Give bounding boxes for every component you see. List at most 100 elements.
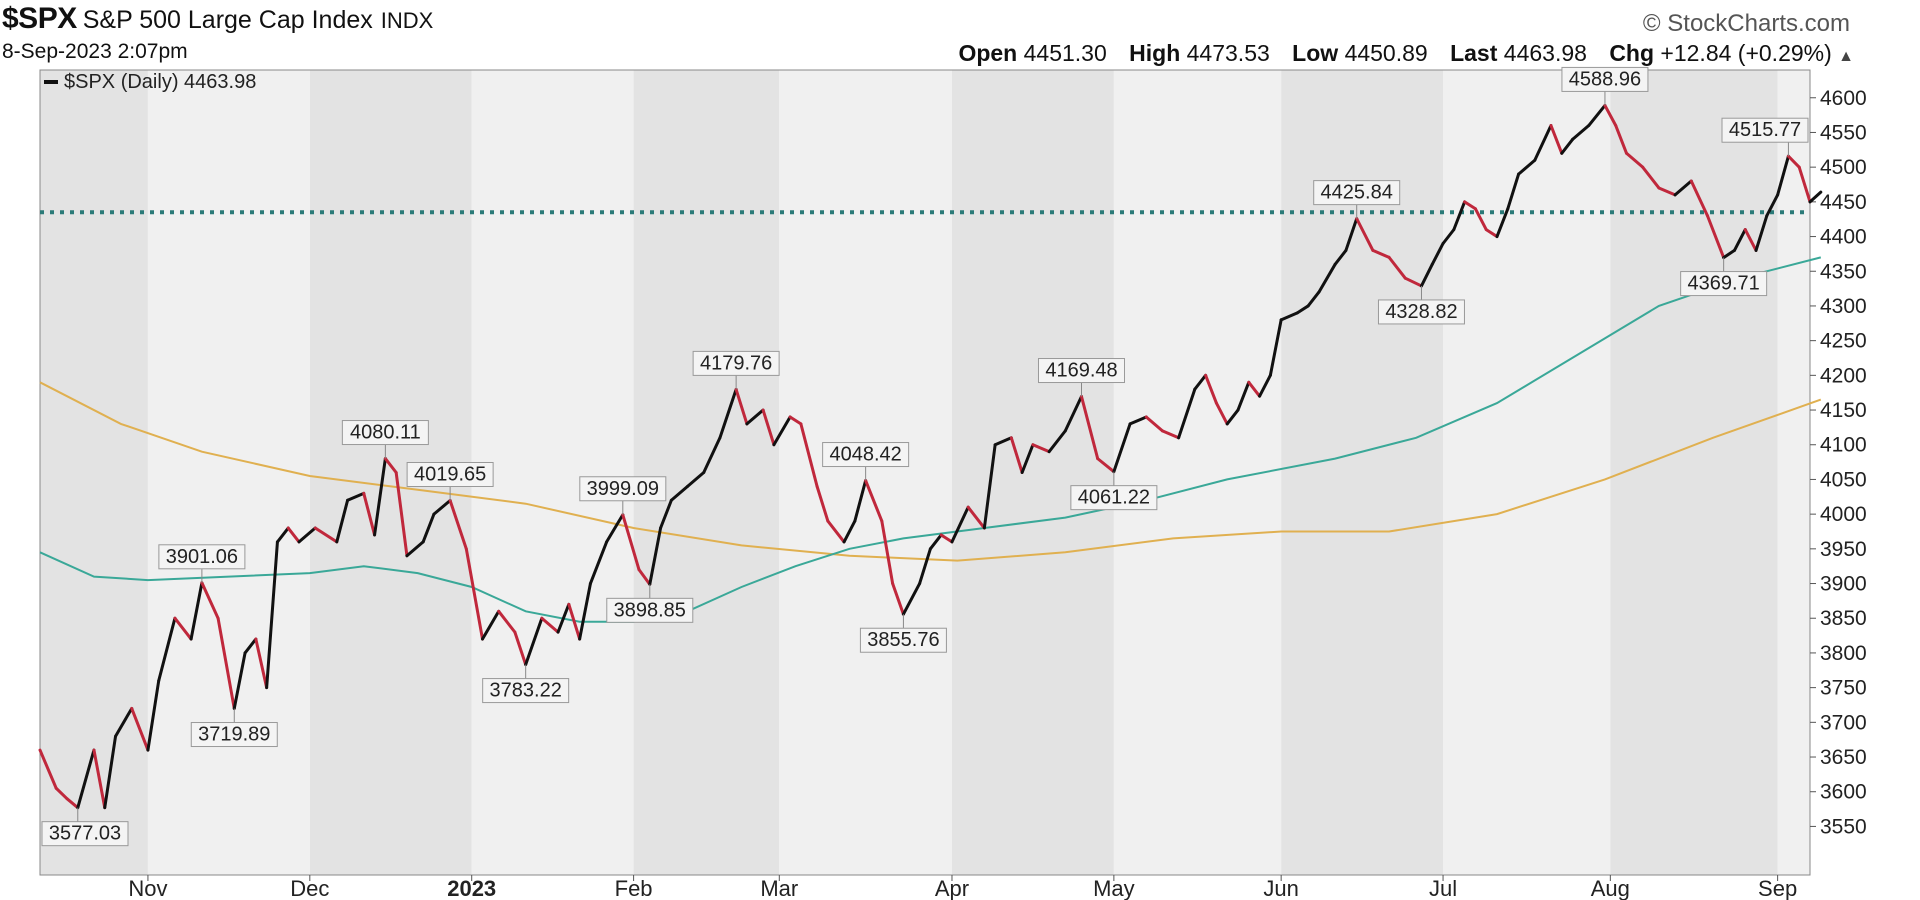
label-box bbox=[579, 476, 667, 502]
peak-trough-label: 3783.22 bbox=[482, 664, 570, 704]
price-segment bbox=[1047, 429, 1067, 454]
price-segment bbox=[1754, 214, 1769, 252]
y-tick-label: 4400 bbox=[1820, 226, 1867, 249]
price-segment bbox=[373, 457, 387, 537]
price-segment bbox=[1603, 103, 1618, 128]
price-segment bbox=[1295, 304, 1310, 315]
label-text: 4179.76 bbox=[700, 352, 772, 374]
peak-trough-label: 4425.84 bbox=[1313, 180, 1401, 219]
peak-trough-label: 4515.77 bbox=[1721, 117, 1809, 157]
price-segment bbox=[464, 547, 484, 641]
price-segment bbox=[524, 616, 544, 667]
high-label: High bbox=[1129, 40, 1181, 66]
price-segment bbox=[1786, 154, 1801, 169]
quote-bar: Open 4451.30 High 4473.53 Low 4450.89 La… bbox=[958, 40, 1854, 67]
price-segment bbox=[853, 479, 868, 523]
label-text: 3898.85 bbox=[614, 599, 686, 621]
price-segment bbox=[1641, 165, 1661, 190]
price-segment bbox=[254, 637, 269, 690]
month-band bbox=[1777, 70, 1810, 875]
low-value: 4450.89 bbox=[1344, 40, 1428, 66]
chg-label: Chg bbox=[1609, 40, 1655, 66]
y-tick-label: 3600 bbox=[1820, 781, 1867, 804]
y-tick-label: 3800 bbox=[1820, 642, 1867, 665]
month-band bbox=[147, 70, 310, 875]
timestamp: 8-Sep-2023 2:07pm bbox=[2, 40, 188, 63]
price-segment bbox=[928, 533, 943, 551]
label-box bbox=[1680, 271, 1768, 297]
y-tick-label: 4050 bbox=[1820, 468, 1867, 491]
price-segment bbox=[1096, 457, 1116, 474]
price-segment bbox=[1128, 415, 1148, 426]
price-segment bbox=[130, 706, 150, 752]
x-tick-label: Feb bbox=[615, 876, 653, 900]
price-segment bbox=[1722, 248, 1736, 260]
price-segment bbox=[1587, 103, 1607, 128]
peak-trough-label: 4048.42 bbox=[822, 442, 910, 481]
price-segment bbox=[1517, 158, 1537, 176]
price-segment bbox=[1673, 179, 1693, 197]
price-segment bbox=[901, 582, 922, 616]
price-segment bbox=[1743, 228, 1758, 252]
month-band bbox=[40, 70, 148, 875]
y-tick-label: 4550 bbox=[1820, 121, 1867, 144]
price-segment bbox=[362, 491, 377, 537]
ma-long-line bbox=[39, 381, 1822, 562]
y-tick-label: 4000 bbox=[1820, 503, 1867, 526]
price-segment bbox=[815, 484, 830, 523]
peak-trough-label: 4328.82 bbox=[1377, 285, 1465, 325]
peak-trough-label: 4369.71 bbox=[1680, 257, 1768, 297]
price-segment bbox=[1765, 193, 1780, 218]
price-segment bbox=[1112, 422, 1132, 474]
price-segment bbox=[637, 568, 652, 586]
price-segment bbox=[1258, 373, 1272, 398]
x-tick-label: Aug bbox=[1591, 876, 1630, 900]
label-text: 4048.42 bbox=[829, 444, 901, 466]
price-segment bbox=[826, 519, 846, 544]
price-segment bbox=[216, 616, 236, 711]
price-segment bbox=[232, 651, 247, 711]
price-segment bbox=[718, 387, 738, 440]
price-segment bbox=[1333, 248, 1348, 266]
price-segment bbox=[243, 637, 258, 655]
x-tick-label: 2023 bbox=[447, 876, 496, 900]
y-axis: 3550 3600 3650 3700 3750 3800 3850 3900 3950 4000… bbox=[1810, 87, 1867, 838]
price-segment bbox=[394, 471, 409, 558]
price-segment bbox=[799, 422, 819, 488]
price-segment bbox=[1031, 443, 1051, 454]
peak-trough-label: 4588.96 bbox=[1561, 66, 1649, 106]
price-segment bbox=[1371, 248, 1391, 259]
price-segment bbox=[54, 786, 69, 801]
peak-trough-label: 4019.65 bbox=[406, 462, 494, 501]
symbol: $SPX bbox=[2, 2, 77, 35]
brand-label[interactable]: © StockCharts.com bbox=[1642, 10, 1850, 37]
price-segment bbox=[189, 581, 204, 641]
y-tick-label: 3900 bbox=[1820, 573, 1867, 596]
label-text: 3783.22 bbox=[490, 680, 562, 702]
price-segment bbox=[481, 609, 501, 641]
price-segment bbox=[38, 748, 58, 790]
price-segment bbox=[1441, 228, 1456, 245]
price-segment bbox=[421, 512, 436, 544]
label-text: 4425.84 bbox=[1321, 182, 1393, 204]
peak-trough-label: 4061.22 bbox=[1070, 471, 1158, 511]
price-segment bbox=[265, 540, 279, 690]
label-text: 3999.09 bbox=[587, 478, 659, 500]
label-box bbox=[1070, 485, 1158, 511]
price-segment bbox=[1657, 186, 1677, 197]
price-segment bbox=[1160, 429, 1181, 440]
label-text: 4061.22 bbox=[1078, 487, 1150, 509]
label-box bbox=[692, 350, 780, 376]
label-box bbox=[406, 462, 494, 488]
price-segment bbox=[950, 505, 970, 544]
y-tick-label: 3950 bbox=[1820, 538, 1867, 561]
price-segment bbox=[1214, 401, 1229, 426]
x-tick-label: Sep bbox=[1758, 876, 1797, 900]
price-segment bbox=[513, 630, 528, 667]
legend-label: $SPX (Daily) 4463.98 bbox=[64, 71, 256, 93]
price-segment bbox=[65, 797, 80, 810]
peak-trough-labels: 3577.03 3901.06 3719.89 4080.11 4019.65 3783.… bbox=[41, 66, 1809, 847]
peak-trough-label: 4169.48 bbox=[1037, 358, 1125, 397]
price-series bbox=[38, 103, 1823, 810]
